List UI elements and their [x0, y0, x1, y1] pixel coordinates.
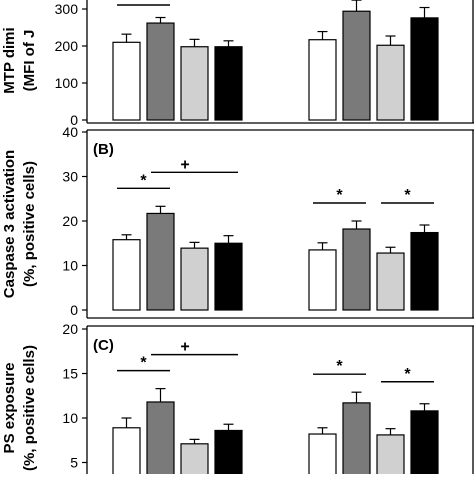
y-axis-label: MTP dimi: [1, 27, 18, 93]
y-tick-label: 20: [62, 213, 78, 229]
y-tick-label: 200: [55, 38, 79, 54]
significance-marker: *: [336, 358, 343, 375]
bar: [146, 22, 175, 121]
bar: [180, 247, 209, 311]
bar: [112, 427, 141, 479]
y-tick-label: 0: [70, 302, 78, 318]
y-tick-label: 15: [62, 366, 78, 382]
significance-marker: *: [404, 187, 411, 204]
bar: [342, 402, 371, 479]
significance-marker: *: [140, 172, 147, 189]
bar: [308, 433, 337, 479]
y-tick-label: 10: [62, 258, 78, 274]
y-axis-label: (MFI of J: [21, 30, 38, 92]
bar: [146, 401, 175, 479]
significance-marker: *: [404, 366, 411, 383]
bar: [410, 17, 439, 121]
y-tick-label: 300: [55, 1, 79, 17]
y-tick-label: 40: [62, 124, 78, 140]
y-tick-label: 5: [70, 455, 78, 471]
chart-panel-1: 0 10 20 30 40 Caspase 3 activation (%, positiv…: [1, 124, 474, 319]
bar: [342, 10, 371, 121]
bar: [376, 434, 405, 479]
y-tick-label: 100: [55, 75, 79, 91]
bar: [308, 39, 337, 121]
chart-panel-2: 5 10 15 20 PS exposure (%, positive cells) (C)…: [1, 321, 474, 479]
bar: [342, 228, 371, 311]
bar: [410, 231, 439, 311]
bar: [214, 242, 243, 311]
bar: [146, 212, 175, 311]
bar: [180, 443, 209, 479]
chart-panel-0: 0 100 200 300 MTP dimi (MFI of J: [1, 0, 474, 128]
bar: [180, 46, 209, 121]
significance-marker: +: [180, 156, 189, 173]
y-axis-label: (%, positive cells): [21, 161, 38, 287]
y-tick-label: 30: [62, 169, 78, 185]
significance-marker: *: [336, 187, 343, 204]
significance-marker: *: [140, 355, 147, 372]
bar: [376, 44, 405, 121]
bar: [214, 46, 243, 121]
y-tick-label: 10: [62, 410, 78, 426]
y-tick-label: 20: [62, 321, 78, 337]
y-tick-label: 0: [70, 112, 78, 128]
bar: [112, 41, 141, 121]
y-axis-label: (%, positive cells): [21, 345, 38, 471]
bar: [308, 249, 337, 311]
panel-label: (C): [93, 337, 114, 354]
bar: [410, 410, 439, 479]
panel-label: (B): [93, 141, 114, 158]
y-axis-label: Caspase 3 activation: [1, 150, 18, 298]
y-axis-label: PS exposure: [1, 363, 18, 454]
bar: [376, 252, 405, 311]
bar: [214, 429, 243, 479]
bar: [112, 239, 141, 311]
significance-marker: +: [180, 339, 189, 356]
